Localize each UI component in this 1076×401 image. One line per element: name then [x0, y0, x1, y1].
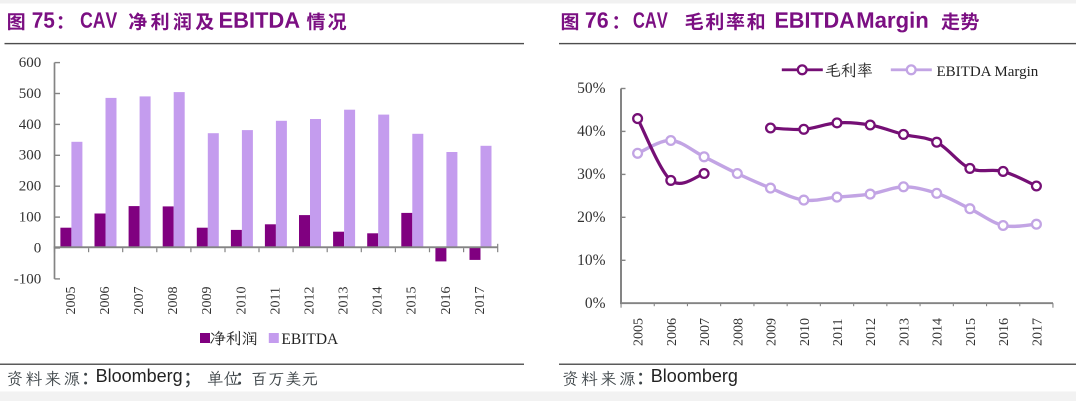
svg-text:500: 500 — [19, 86, 42, 102]
svg-text:200: 200 — [19, 179, 42, 195]
svg-text:2006: 2006 — [98, 287, 113, 315]
svg-text:100: 100 — [19, 210, 42, 226]
svg-text:-100: -100 — [14, 271, 42, 287]
svg-text:2016: 2016 — [439, 287, 454, 315]
svg-text:2011: 2011 — [831, 319, 846, 346]
svg-text:Bloomberg: Bloomberg — [96, 366, 183, 386]
svg-text:2010: 2010 — [234, 287, 249, 315]
svg-text:2014: 2014 — [371, 287, 386, 315]
svg-text:Bloomberg: Bloomberg — [651, 366, 738, 386]
svg-text:0%: 0% — [585, 295, 606, 312]
svg-text:2007: 2007 — [698, 318, 713, 346]
svg-text:2006: 2006 — [665, 318, 680, 346]
svg-text:2016: 2016 — [997, 318, 1012, 346]
svg-text:2005: 2005 — [632, 318, 647, 346]
svg-text:2008: 2008 — [731, 318, 746, 346]
svg-text:2017: 2017 — [473, 287, 488, 315]
svg-text:40%: 40% — [577, 123, 606, 140]
svg-text:0: 0 — [34, 240, 42, 256]
svg-text:2015: 2015 — [964, 318, 979, 346]
svg-text:2010: 2010 — [798, 318, 813, 346]
svg-text:2009: 2009 — [765, 318, 780, 346]
svg-text:2012: 2012 — [303, 287, 318, 315]
svg-text:300: 300 — [19, 148, 42, 164]
svg-text:2017: 2017 — [1030, 318, 1045, 346]
svg-text:2012: 2012 — [864, 318, 879, 346]
svg-text:10%: 10% — [577, 252, 606, 269]
svg-text:2014: 2014 — [931, 318, 946, 346]
svg-text:EBITDA: EBITDA — [281, 331, 339, 348]
svg-text:2013: 2013 — [898, 318, 913, 346]
svg-text:20%: 20% — [577, 209, 606, 226]
svg-text:50%: 50% — [577, 80, 606, 97]
svg-text:30%: 30% — [577, 166, 606, 183]
svg-text:2009: 2009 — [200, 287, 215, 315]
svg-text:600: 600 — [19, 55, 42, 71]
svg-text:2015: 2015 — [405, 287, 420, 315]
svg-text:EBITDA Margin: EBITDA Margin — [937, 64, 1039, 80]
svg-text:2005: 2005 — [64, 287, 79, 315]
svg-text:400: 400 — [19, 117, 42, 133]
svg-text:2011: 2011 — [268, 287, 283, 314]
svg-text:2013: 2013 — [337, 287, 352, 315]
svg-text:2007: 2007 — [132, 287, 147, 315]
svg-text:2008: 2008 — [166, 287, 181, 315]
